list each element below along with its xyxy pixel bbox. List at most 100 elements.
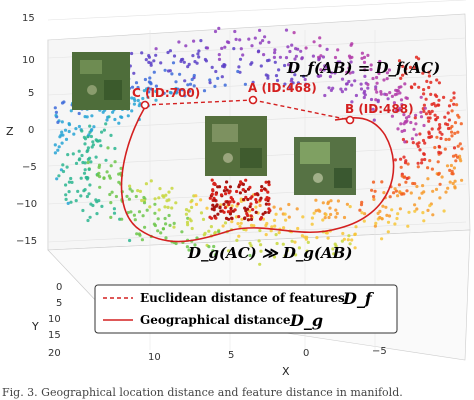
scatter-point bbox=[94, 155, 98, 159]
scatter-point bbox=[53, 151, 58, 155]
scatter-point bbox=[80, 153, 84, 158]
scatter-point bbox=[440, 132, 444, 136]
scatter-point bbox=[157, 208, 161, 212]
scatter-point bbox=[286, 45, 290, 49]
scatter-point bbox=[264, 202, 268, 206]
scatter-point bbox=[333, 55, 338, 60]
scatter-point bbox=[235, 238, 239, 242]
scatter-point bbox=[261, 39, 265, 43]
scatter-point bbox=[387, 68, 391, 72]
scatter-point bbox=[329, 199, 333, 203]
legend-df-symbol: D_f bbox=[342, 289, 375, 308]
scatter-point bbox=[159, 231, 163, 235]
scatter-point bbox=[64, 197, 68, 201]
scatter-point bbox=[458, 157, 462, 161]
scatter-point bbox=[303, 77, 307, 82]
scatter-point bbox=[251, 208, 255, 212]
scatter-point bbox=[454, 159, 458, 163]
scatter-point bbox=[136, 98, 140, 103]
scatter-point bbox=[318, 36, 322, 40]
scatter-point bbox=[399, 157, 403, 161]
scatter-point bbox=[201, 217, 206, 221]
scatter-point bbox=[363, 68, 367, 72]
scatter-point bbox=[87, 167, 91, 171]
scatter-point bbox=[65, 165, 69, 169]
scatter-point bbox=[144, 58, 148, 62]
scatter-point bbox=[402, 113, 406, 117]
y-axis-label: Y bbox=[31, 320, 39, 333]
scatter-point bbox=[77, 124, 81, 129]
scatter-point bbox=[403, 175, 407, 179]
legend-dg-symbol: D_g bbox=[289, 311, 323, 330]
feature-equality-annotation: D_f(AB) = D_f(AC) bbox=[286, 59, 440, 77]
scatter-point bbox=[227, 40, 231, 45]
scatter-point bbox=[212, 208, 216, 212]
x-tick: 5 bbox=[228, 350, 234, 361]
scatter-point bbox=[132, 97, 136, 101]
scatter-point bbox=[128, 184, 132, 188]
scatter-point bbox=[431, 189, 435, 193]
scatter-point bbox=[456, 130, 460, 134]
scatter-point bbox=[230, 220, 234, 224]
scatter-point bbox=[208, 81, 212, 85]
scatter-point bbox=[157, 196, 161, 200]
scatter-point bbox=[304, 46, 308, 50]
scatter-point bbox=[323, 64, 327, 68]
scatter-point bbox=[64, 193, 68, 197]
scatter-point bbox=[452, 166, 456, 170]
scatter-point bbox=[210, 65, 214, 69]
z-tick: 0 bbox=[28, 125, 34, 136]
scatter-point bbox=[105, 170, 109, 174]
y-tick: 5 bbox=[56, 298, 62, 309]
scatter-point bbox=[254, 210, 258, 214]
scatter-point bbox=[390, 208, 394, 212]
scatter-point bbox=[437, 171, 441, 175]
scatter-point bbox=[430, 167, 434, 171]
scatter-point bbox=[89, 134, 93, 139]
scatter-point bbox=[413, 116, 417, 120]
scatter-point bbox=[414, 113, 418, 117]
scatter-point bbox=[56, 120, 60, 124]
scatter-point bbox=[190, 198, 194, 203]
scatter-point bbox=[282, 226, 286, 230]
scatter-point bbox=[130, 189, 134, 193]
scatter-point bbox=[442, 95, 446, 99]
scatter-point bbox=[266, 74, 270, 78]
scatter-point bbox=[369, 63, 373, 67]
scatter-point bbox=[119, 115, 123, 119]
scatter-point bbox=[216, 185, 220, 189]
scatter-point bbox=[421, 184, 425, 188]
scatter-point bbox=[183, 79, 187, 83]
scatter-point bbox=[154, 89, 158, 93]
scatter-point bbox=[119, 166, 123, 170]
scatter-point bbox=[412, 127, 416, 131]
scatter-point bbox=[427, 132, 431, 136]
satellite-thumbnail-center bbox=[205, 116, 267, 176]
scatter-point bbox=[439, 151, 443, 155]
y-tick: 0 bbox=[56, 282, 62, 293]
scatter-point bbox=[149, 63, 153, 67]
scatter-point bbox=[283, 212, 287, 216]
scatter-point bbox=[392, 101, 396, 105]
scatter-point bbox=[448, 168, 452, 172]
scatter-point bbox=[323, 216, 327, 220]
scatter-point bbox=[317, 58, 321, 62]
scatter-point bbox=[187, 209, 191, 213]
scatter-point bbox=[64, 183, 68, 187]
scatter-point bbox=[373, 224, 377, 228]
scatter-point bbox=[402, 155, 406, 159]
scatter-point bbox=[192, 39, 196, 43]
scatter-point bbox=[166, 69, 171, 73]
scatter-point bbox=[414, 122, 418, 126]
scatter-point bbox=[61, 169, 66, 174]
scatter-point bbox=[314, 198, 318, 202]
scatter-point bbox=[89, 202, 93, 206]
scatter-point bbox=[348, 71, 352, 75]
scatter-point bbox=[94, 138, 98, 142]
scatter-point bbox=[109, 201, 113, 205]
scatter-point bbox=[427, 119, 431, 123]
scatter-point bbox=[396, 194, 400, 198]
scatter-point bbox=[64, 137, 69, 141]
scatter-point bbox=[341, 231, 345, 236]
scatter-point bbox=[293, 240, 297, 244]
